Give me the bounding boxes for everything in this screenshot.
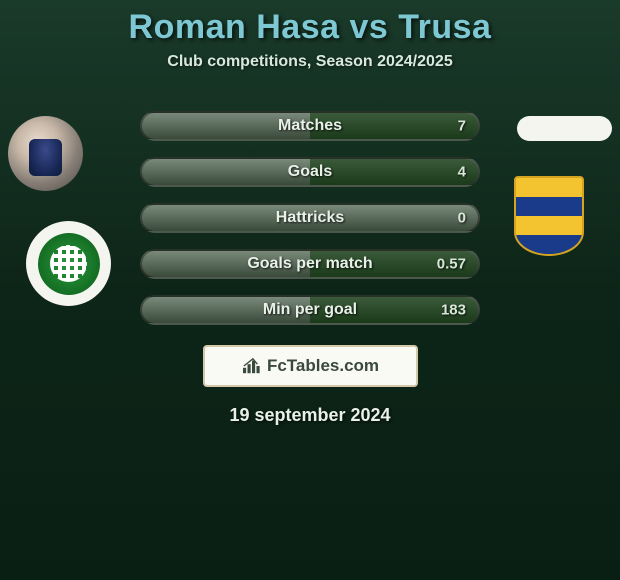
stat-value-right: 0 — [458, 210, 466, 227]
stat-label: Matches — [278, 117, 342, 135]
stat-bars: Matches 7 Goals 4 Hattricks 0 — [140, 111, 480, 325]
stat-row: Matches 7 — [140, 111, 480, 141]
stat-value-right: 7 — [458, 118, 466, 135]
page-subtitle: Club competitions, Season 2024/2025 — [0, 53, 620, 71]
stat-row: Goals 4 — [140, 157, 480, 187]
stat-value-right: 183 — [441, 302, 466, 319]
branding-text: FcTables.com — [267, 356, 379, 376]
main-container: Roman Hasa vs Trusa Club competitions, S… — [0, 0, 620, 580]
stat-label: Goals — [288, 163, 332, 181]
stat-row: Hattricks 0 — [140, 203, 480, 233]
stats-area: Matches 7 Goals 4 Hattricks 0 — [0, 111, 620, 426]
stat-value-right: 0.57 — [437, 256, 466, 273]
stat-value-right: 4 — [458, 164, 466, 181]
stat-fill-right — [310, 159, 478, 185]
footer-date: 19 september 2024 — [0, 405, 620, 426]
branding-badge: FcTables.com — [203, 345, 418, 387]
stat-label: Min per goal — [263, 301, 357, 319]
player-right-avatar — [517, 116, 612, 141]
stat-row: Goals per match 0.57 — [140, 249, 480, 279]
stat-label: Hattricks — [276, 209, 344, 227]
stat-label: Goals per match — [247, 255, 372, 273]
stat-row: Min per goal 183 — [140, 295, 480, 325]
club-right-badge — [504, 171, 594, 261]
player-left-avatar — [8, 116, 83, 191]
page-title: Roman Hasa vs Trusa — [0, 8, 620, 47]
chart-icon — [241, 357, 263, 375]
club-left-badge — [26, 221, 111, 306]
